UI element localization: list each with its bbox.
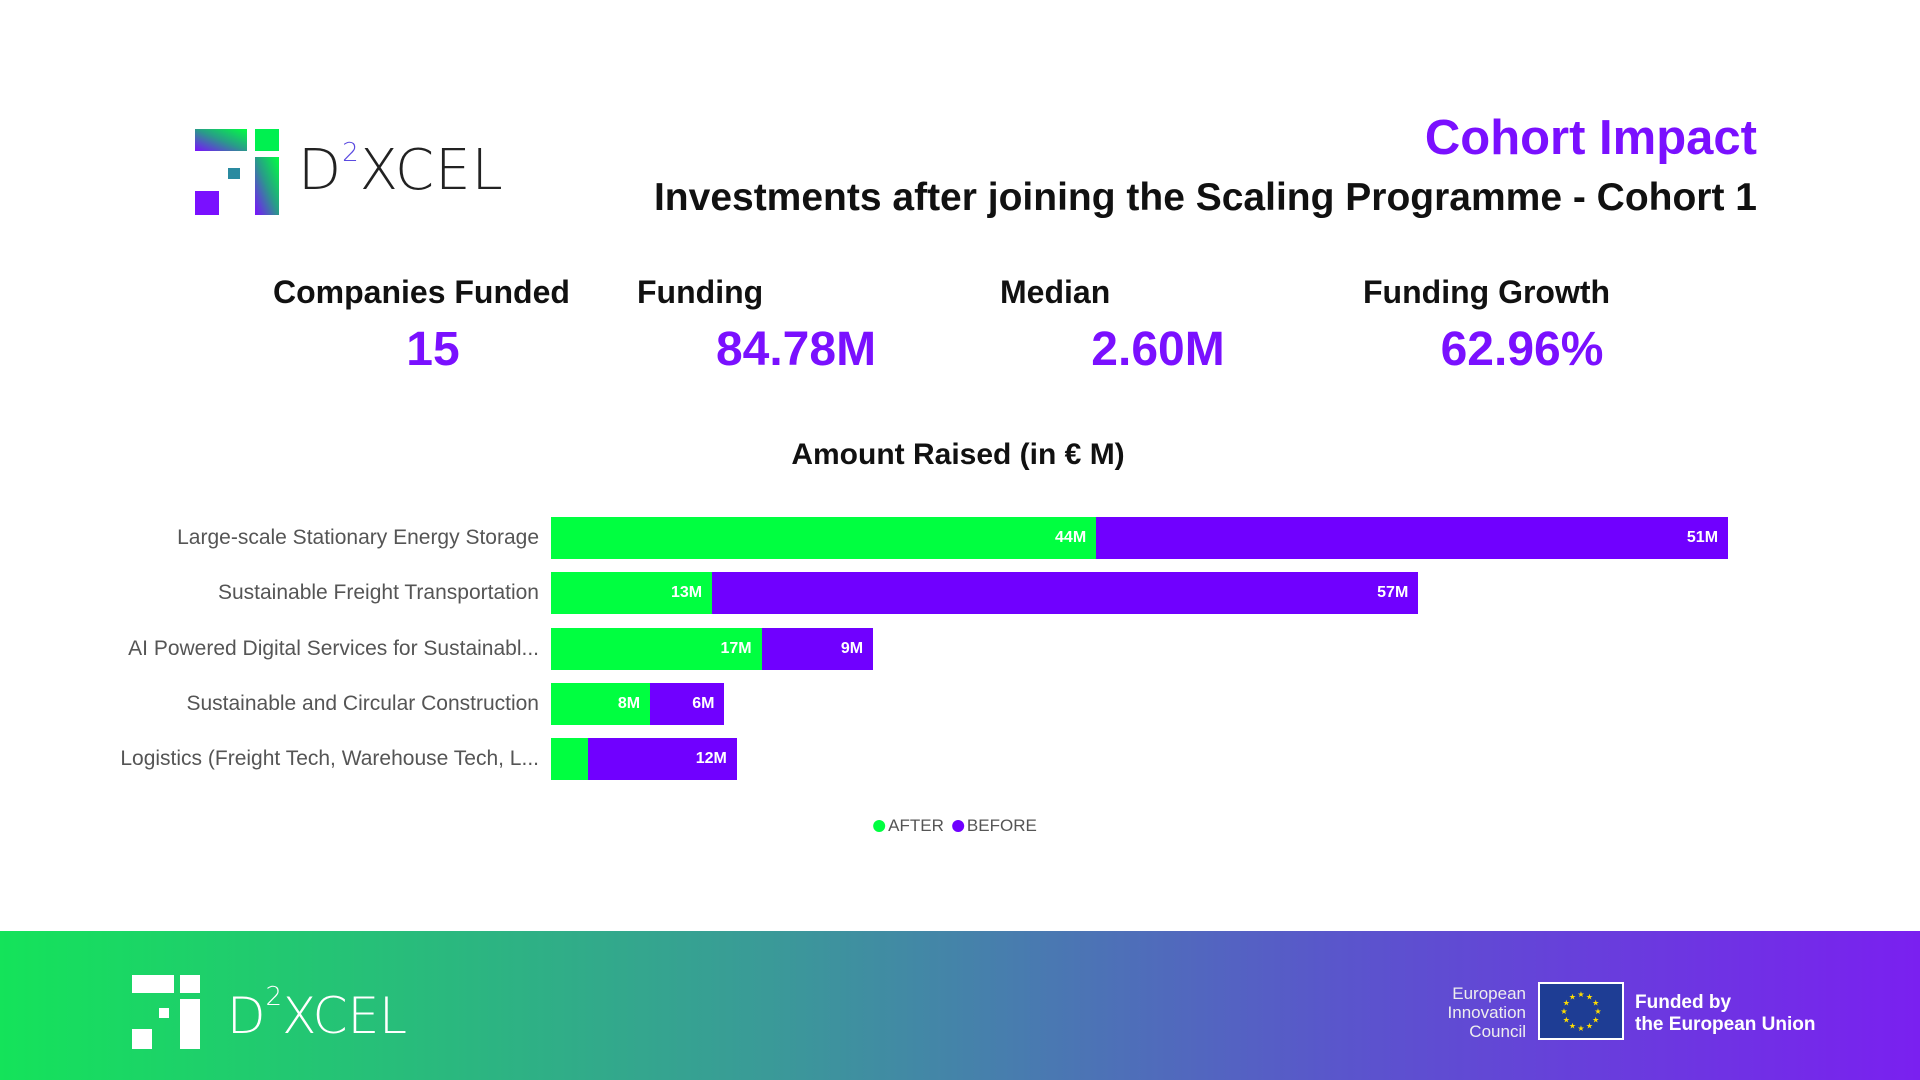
bar-before[interactable]: 57M <box>712 572 1419 614</box>
footer-brand-name: D2XCEL <box>227 982 408 1045</box>
bar-before[interactable]: 51M <box>1096 517 1729 559</box>
star-icon: ★ <box>1594 1007 1601 1016</box>
star-icon: ★ <box>1563 1016 1570 1025</box>
data-label: 6M <box>692 695 715 712</box>
legend-item-after[interactable]: AFTER <box>873 816 944 836</box>
legend-item-before[interactable]: BEFORE <box>951 816 1037 836</box>
category-label: AI Powered Digital Services for Sustaina… <box>128 637 539 660</box>
data-label: 8M <box>617 695 641 712</box>
data-label: 57M <box>1377 584 1409 601</box>
brand-name: D2XCEL <box>298 138 504 203</box>
bar-after[interactable]: 17M <box>551 628 762 670</box>
kpi-value: 62.96% <box>1440 323 1604 376</box>
bar-before[interactable]: 9M <box>761 628 874 670</box>
kpi-label: Companies Funded <box>273 274 570 310</box>
kpi-label: Median <box>1000 274 1111 310</box>
category-label: Sustainable and Circular Construction <box>186 692 539 715</box>
bar-before[interactable]: 12M <box>588 738 737 780</box>
funded-by-eu-label: Funded by the European Union <box>1635 992 1816 1035</box>
data-label: 9M <box>840 640 864 657</box>
star-icon: ★ <box>1563 999 1570 1008</box>
chart-legend: AFTER BEFORE <box>873 816 1037 836</box>
kpi-value: 84.78M <box>715 323 877 376</box>
d2xcel-footer-logo-mark <box>132 975 200 1049</box>
bar-after[interactable]: 13M <box>551 572 713 614</box>
bar-after[interactable]: 8M <box>551 683 651 725</box>
star-icon: ★ <box>1577 990 1584 999</box>
data-label: 44M <box>1055 529 1087 546</box>
star-icon: ★ <box>1577 1024 1584 1033</box>
page-title: Investments after joining the Scaling Pr… <box>653 176 1757 219</box>
eic-label: European Innovation Council <box>1447 984 1526 1041</box>
bar-before[interactable]: 6M <box>650 683 725 725</box>
section-title: Cohort Impact <box>1424 111 1757 165</box>
star-icon: ★ <box>1569 992 1576 1001</box>
star-icon: ★ <box>1586 992 1593 1001</box>
star-icon: ★ <box>1592 1016 1599 1025</box>
legend-label: BEFORE <box>966 816 1037 835</box>
data-label: 51M <box>1686 529 1719 546</box>
data-label: 17M <box>720 640 752 657</box>
kpi-label: Funding Growth <box>1363 274 1611 310</box>
chart-title: Amount Raised (in € M) <box>791 438 1125 471</box>
legend-dot-icon <box>873 820 886 832</box>
bar-after[interactable] <box>551 738 589 780</box>
legend-dot-icon <box>951 820 964 832</box>
legend-label: AFTER <box>888 816 944 835</box>
category-label: Logistics (Freight Tech, Warehouse Tech,… <box>120 747 539 770</box>
eu-flag-icon: ★ ★ ★ ★ ★ ★ ★ ★ ★ ★ ★ ★ <box>1538 982 1624 1040</box>
data-label: 12M <box>695 750 727 767</box>
kpi-label: Funding <box>637 274 764 310</box>
star-icon: ★ <box>1592 999 1599 1008</box>
kpi-value: 15 <box>406 323 460 376</box>
category-label: Large-scale Stationary Energy Storage <box>177 526 539 549</box>
d2xcel-logo-mark <box>195 129 279 215</box>
star-icon: ★ <box>1586 1022 1593 1031</box>
star-icon: ★ <box>1560 1007 1567 1016</box>
category-label: Sustainable Freight Transportation <box>217 581 539 604</box>
data-label: 13M <box>670 584 703 601</box>
bar-after[interactable]: 44M <box>551 517 1097 559</box>
star-icon: ★ <box>1569 1022 1576 1031</box>
kpi-value: 2.60M <box>1091 323 1225 376</box>
